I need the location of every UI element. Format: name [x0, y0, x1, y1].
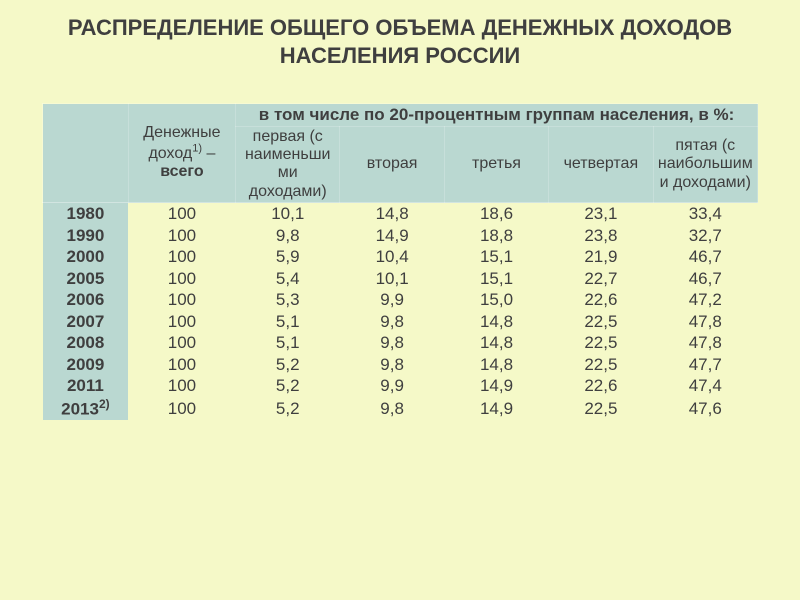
- cell-year: 20132): [43, 397, 129, 420]
- cell-group-1: 5,2: [236, 354, 340, 376]
- cell-group-5: 46,7: [653, 246, 757, 268]
- table-row: 20091005,29,814,822,547,7: [43, 354, 758, 376]
- cell-total: 100: [128, 311, 235, 333]
- cell-total: 100: [128, 397, 235, 420]
- header-group-4: четвертая: [549, 126, 653, 203]
- cell-group-5: 46,7: [653, 268, 757, 290]
- cell-group-3: 15,1: [444, 268, 548, 290]
- cell-group-4: 22,5: [549, 397, 653, 420]
- cell-group-3: 14,8: [444, 311, 548, 333]
- cell-total: 100: [128, 246, 235, 268]
- cell-group-4: 22,5: [549, 332, 653, 354]
- cell-group-2: 10,1: [340, 268, 444, 290]
- cell-year: 1990: [43, 225, 129, 247]
- cell-group-2: 9,8: [340, 311, 444, 333]
- cell-group-5: 32,7: [653, 225, 757, 247]
- cell-group-2: 14,8: [340, 203, 444, 225]
- cell-group-3: 15,1: [444, 246, 548, 268]
- table-body: 198010010,114,818,623,133,419901009,814,…: [43, 203, 758, 421]
- cell-total: 100: [128, 225, 235, 247]
- page: РАСПРЕДЕЛЕНИЕ ОБЩЕГО ОБЪЕМА ДЕНЕЖНЫХ ДОХ…: [0, 0, 800, 600]
- cell-group-2: 9,8: [340, 397, 444, 420]
- cell-group-1: 5,2: [236, 397, 340, 420]
- cell-total: 100: [128, 354, 235, 376]
- cell-group-4: 22,6: [549, 375, 653, 397]
- cell-group-2: 10,4: [340, 246, 444, 268]
- cell-group-5: 47,6: [653, 397, 757, 420]
- cell-total: 100: [128, 332, 235, 354]
- table-row: 20132)1005,29,814,922,547,6: [43, 397, 758, 420]
- cell-group-1: 10,1: [236, 203, 340, 225]
- cell-year: 1980: [43, 203, 129, 225]
- cell-group-3: 14,8: [444, 332, 548, 354]
- cell-group-4: 23,8: [549, 225, 653, 247]
- cell-group-1: 5,1: [236, 311, 340, 333]
- cell-group-1: 5,9: [236, 246, 340, 268]
- income-distribution-table: Денежные доход1) – всего в том числе по …: [42, 103, 758, 420]
- table-row: 20081005,19,814,822,547,8: [43, 332, 758, 354]
- cell-group-2: 9,8: [340, 354, 444, 376]
- header-groups-super: в том числе по 20-процентным группам нас…: [236, 104, 758, 127]
- cell-group-5: 47,2: [653, 289, 757, 311]
- cell-group-4: 21,9: [549, 246, 653, 268]
- cell-year: 2009: [43, 354, 129, 376]
- cell-group-4: 22,5: [549, 354, 653, 376]
- header-income-total-text: Денежные доход1) – всего: [143, 124, 220, 180]
- header-group-3: третья: [444, 126, 548, 203]
- table-row: 20111005,29,914,922,647,4: [43, 375, 758, 397]
- cell-year: 2008: [43, 332, 129, 354]
- header-income-total: Денежные доход1) – всего: [128, 104, 235, 203]
- cell-group-5: 47,4: [653, 375, 757, 397]
- cell-total: 100: [128, 203, 235, 225]
- cell-group-4: 23,1: [549, 203, 653, 225]
- cell-group-3: 14,9: [444, 375, 548, 397]
- cell-group-2: 14,9: [340, 225, 444, 247]
- cell-total: 100: [128, 375, 235, 397]
- cell-group-2: 9,9: [340, 375, 444, 397]
- header-group-5: пятая (с наибольшими доходами): [653, 126, 757, 203]
- cell-group-5: 47,7: [653, 354, 757, 376]
- cell-group-1: 9,8: [236, 225, 340, 247]
- cell-group-5: 47,8: [653, 311, 757, 333]
- cell-group-1: 5,2: [236, 375, 340, 397]
- cell-group-4: 22,7: [549, 268, 653, 290]
- header-year-blank: [43, 104, 129, 203]
- table-row: 19901009,814,918,823,832,7: [43, 225, 758, 247]
- cell-group-5: 33,4: [653, 203, 757, 225]
- cell-group-5: 47,8: [653, 332, 757, 354]
- cell-group-4: 22,5: [549, 311, 653, 333]
- cell-group-3: 15,0: [444, 289, 548, 311]
- cell-group-1: 5,1: [236, 332, 340, 354]
- table-row: 20071005,19,814,822,547,8: [43, 311, 758, 333]
- cell-year: 2007: [43, 311, 129, 333]
- cell-group-3: 14,8: [444, 354, 548, 376]
- table-row: 198010010,114,818,623,133,4: [43, 203, 758, 225]
- cell-group-3: 18,6: [444, 203, 548, 225]
- cell-group-3: 18,8: [444, 225, 548, 247]
- header-group-1: первая (с наименьшими доходами): [236, 126, 340, 203]
- cell-total: 100: [128, 268, 235, 290]
- cell-group-1: 5,3: [236, 289, 340, 311]
- cell-group-1: 5,4: [236, 268, 340, 290]
- cell-group-2: 9,9: [340, 289, 444, 311]
- cell-year: 2000: [43, 246, 129, 268]
- table-header: Денежные доход1) – всего в том числе по …: [43, 104, 758, 203]
- header-group-2: вторая: [340, 126, 444, 203]
- cell-total: 100: [128, 289, 235, 311]
- table-row: 20061005,39,915,022,647,2: [43, 289, 758, 311]
- cell-group-3: 14,9: [444, 397, 548, 420]
- cell-year: 2006: [43, 289, 129, 311]
- page-title: РАСПРЕДЕЛЕНИЕ ОБЩЕГО ОБЪЕМА ДЕНЕЖНЫХ ДОХ…: [42, 14, 758, 69]
- cell-year: 2005: [43, 268, 129, 290]
- cell-group-4: 22,6: [549, 289, 653, 311]
- table-row: 20051005,410,115,122,746,7: [43, 268, 758, 290]
- cell-group-2: 9,8: [340, 332, 444, 354]
- cell-year: 2011: [43, 375, 129, 397]
- table-row: 20001005,910,415,121,946,7: [43, 246, 758, 268]
